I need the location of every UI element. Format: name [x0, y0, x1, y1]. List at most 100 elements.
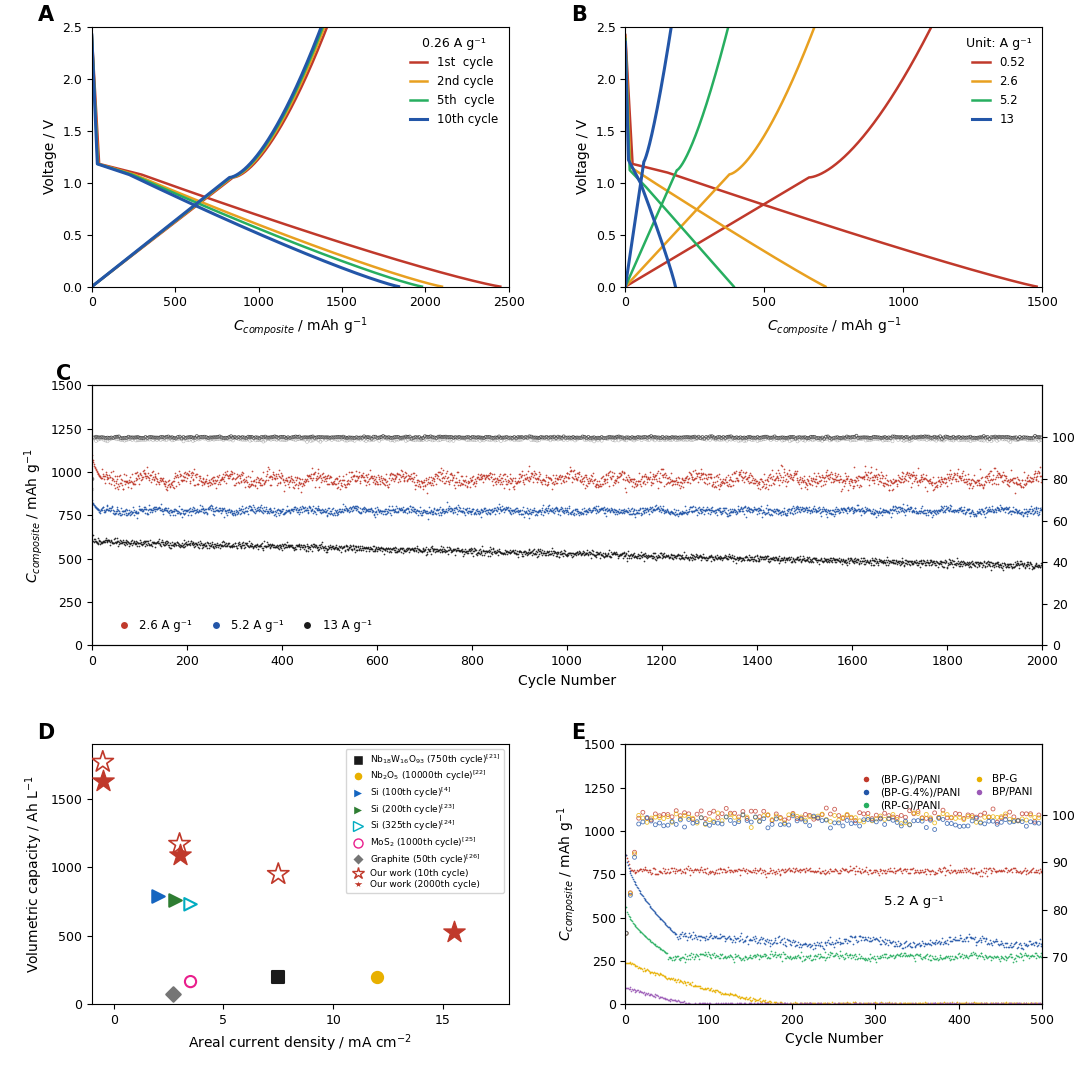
Point — [105, 477, 122, 494]
Point — [368, 540, 386, 558]
Point — [704, 947, 721, 964]
Point — [907, 552, 924, 569]
Point — [708, 472, 726, 489]
Point — [896, 506, 914, 523]
Point — [526, 501, 543, 518]
Point — [859, 500, 876, 517]
Point — [892, 995, 909, 1012]
Point — [309, 501, 326, 518]
Point — [604, 463, 621, 480]
Point — [675, 505, 692, 522]
Point — [630, 807, 647, 824]
Point — [640, 932, 658, 949]
Point — [792, 936, 809, 953]
Point — [802, 429, 820, 446]
Point — [1030, 558, 1048, 575]
Point — [303, 538, 321, 555]
Point — [1027, 558, 1044, 575]
Point — [678, 468, 696, 485]
Point — [753, 501, 770, 518]
Point — [648, 905, 665, 922]
Point — [340, 503, 357, 520]
Point — [95, 504, 112, 521]
Point — [286, 499, 303, 516]
Point — [739, 812, 756, 829]
Point — [717, 930, 734, 947]
Point — [194, 499, 212, 516]
Point — [839, 500, 856, 517]
Point — [762, 995, 780, 1012]
Point — [837, 551, 854, 568]
Point — [347, 502, 364, 519]
Point — [768, 469, 785, 486]
Point — [261, 501, 279, 518]
Point — [646, 545, 663, 562]
Point — [934, 860, 951, 877]
Point — [839, 932, 856, 949]
Point — [419, 484, 436, 501]
Point — [863, 471, 880, 488]
Point — [678, 432, 696, 449]
Point — [1015, 504, 1032, 521]
Point — [511, 543, 528, 560]
Point — [527, 502, 544, 519]
Point — [428, 540, 445, 558]
Point — [184, 534, 201, 551]
Point — [948, 430, 966, 447]
Point — [449, 497, 467, 514]
Point — [170, 504, 187, 521]
Point — [546, 499, 564, 516]
Point — [598, 499, 616, 516]
Point — [869, 931, 887, 948]
Point — [770, 550, 787, 567]
Point — [226, 535, 243, 552]
Point — [626, 863, 644, 881]
Point — [815, 995, 833, 1012]
Point — [303, 471, 321, 488]
Point — [943, 995, 960, 1012]
Point — [430, 464, 447, 481]
Point — [451, 477, 469, 494]
Point — [932, 995, 949, 1012]
Point — [919, 502, 936, 519]
Point — [176, 471, 193, 488]
Point — [958, 555, 975, 572]
Point — [579, 504, 596, 521]
Point — [172, 472, 189, 489]
Point — [89, 464, 106, 481]
Point — [595, 504, 612, 521]
Point — [430, 542, 447, 559]
Point — [766, 502, 783, 519]
Point — [946, 949, 963, 966]
Point — [847, 553, 864, 570]
Point — [644, 986, 661, 1003]
Point — [707, 430, 725, 447]
Point — [932, 935, 949, 952]
Point — [292, 540, 309, 558]
Y-axis label: Volumetric capacity / Ah L$^{-1}$: Volumetric capacity / Ah L$^{-1}$ — [23, 775, 44, 973]
Point — [985, 474, 1002, 491]
Point — [714, 863, 731, 881]
Point — [154, 501, 172, 518]
Point — [826, 500, 843, 517]
Point — [769, 860, 786, 877]
Point — [395, 502, 413, 519]
Point — [448, 473, 465, 490]
Point — [907, 430, 924, 447]
Point — [827, 932, 845, 949]
Point — [713, 985, 730, 1002]
Point — [663, 504, 680, 521]
Point — [786, 996, 804, 1013]
Point — [405, 432, 422, 449]
Point — [734, 859, 752, 876]
Point — [300, 504, 318, 521]
Point — [294, 538, 311, 555]
Point — [261, 499, 279, 516]
Point — [664, 505, 681, 522]
Point — [271, 538, 288, 555]
Point — [107, 534, 124, 551]
Point — [774, 995, 792, 1012]
Point — [624, 502, 642, 519]
Point — [258, 537, 275, 554]
Point — [578, 545, 595, 562]
